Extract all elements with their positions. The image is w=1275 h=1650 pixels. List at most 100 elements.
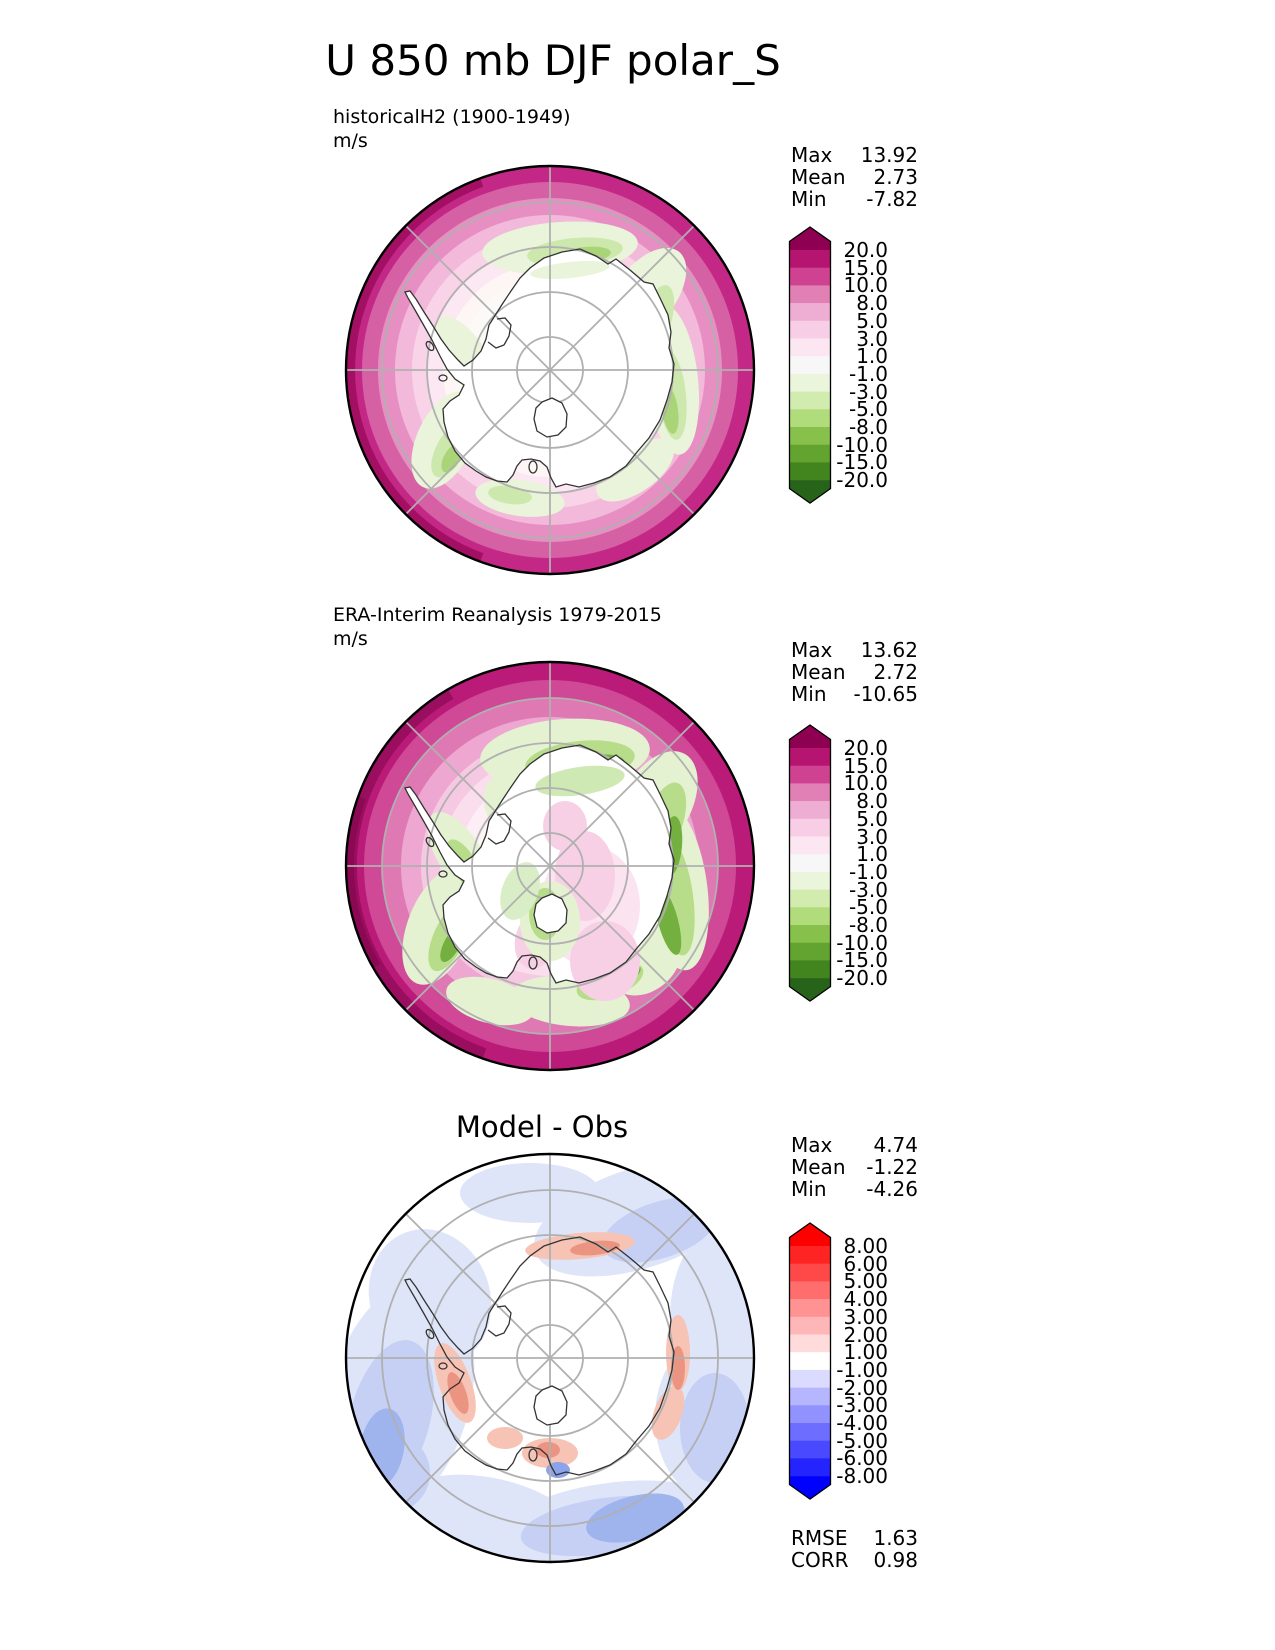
stat-row: Mean 2.72 [791,661,918,683]
panel3-colorbar-ticks: 8.00 6.00 5.00 4.00 3.00 2.00 1.00 -1.00 -2.00 -3… [830,1235,888,1499]
stat-value: 4.74 [873,1133,918,1157]
stat-row: Min -10.65 [791,683,918,705]
stat-value: -1.22 [866,1155,918,1179]
metric-label: CORR [791,1548,849,1572]
colorbar-tick: 5.00 [843,1269,888,1294]
colorbar-tick: 3.0 [856,824,888,849]
stat-value: -7.82 [866,187,918,211]
panel2-map-outline [344,660,756,1072]
colorbar-tick: -1.00 [836,1357,888,1382]
stat-label: Mean [791,660,846,684]
panel2-graticule [346,662,754,1070]
stat-row: Max 13.92 [791,144,918,166]
panel2-units: m/s [333,628,368,650]
colorbar-tick: -1.0 [848,361,888,386]
panel2-stats: Max 13.62 Mean 2.72 Min -10.65 [791,639,918,705]
stat-value: -10.65 [853,682,918,706]
colorbar-tick: 20.0 [843,238,888,262]
stat-value: 2.73 [873,165,918,189]
stat-row: Mean -1.22 [791,1156,918,1178]
panel1-stats: Max 13.92 Mean 2.73 Min -7.82 [791,144,918,210]
stat-value: -4.26 [866,1177,918,1201]
colorbar-tick: -8.0 [848,415,888,439]
colorbar-tick: -10.0 [836,432,888,457]
panel2-caption: ERA-Interim Reanalysis 1979-2015 [333,604,662,626]
panel2-map [344,660,756,1072]
colorbar-tick: 8.00 [843,1234,888,1258]
panel3-graticule [346,1154,754,1562]
colorbar-tick: -3.00 [836,1393,888,1418]
colorbar-tick: 8.0 [856,291,888,316]
stat-label: Max [791,143,833,167]
colorbar-svg [788,1222,832,1500]
colorbar-tick: 10.0 [843,273,888,298]
stat-label: Max [791,1133,833,1157]
metric-value: 1.63 [873,1526,918,1550]
stat-label: Max [791,638,833,662]
colorbar-svg [788,724,832,1002]
panel3-metrics: RMSE 1.63 CORR 0.98 [791,1527,918,1571]
panel1-map [344,164,756,576]
metric-row: RMSE 1.63 [791,1527,918,1549]
stat-row: Max 4.74 [791,1134,918,1156]
panel3-map-outline [344,1152,756,1564]
colorbar-tick: 2.00 [843,1322,888,1347]
colorbar-tick: 4.00 [843,1287,888,1312]
colorbar-tick: 3.00 [843,1304,888,1329]
colorbar-svg [788,226,832,504]
stat-value: 13.92 [860,143,918,167]
colorbar-tick: -5.00 [836,1428,888,1453]
colorbar-tick: -5.0 [848,397,888,422]
panel1-units: m/s [333,130,368,152]
panel1-coastline [404,248,675,488]
colorbar-tick: -6.00 [836,1446,888,1471]
panel1-colorbar [788,226,832,505]
panel3-title: Model - Obs [455,1110,629,1144]
colorbar-tick: 1.0 [856,344,888,369]
colorbar-tick: 10.0 [843,771,888,796]
colorbar-tick: -2.00 [836,1375,888,1400]
stat-row: Min -4.26 [791,1178,918,1200]
stat-row: Mean 2.73 [791,166,918,188]
colorbar-tick: 15.0 [843,255,888,280]
colorbar-tick: 1.00 [843,1340,888,1365]
colorbar-tick: 8.0 [856,789,888,814]
stat-label: Min [791,187,827,211]
colorbar-tick: -15.0 [836,450,888,475]
figure-title: U 850 mb DJF polar_S [325,36,781,85]
colorbar-tick: -3.0 [848,379,888,404]
panel3-coastline [404,1236,675,1476]
colorbar-tick: -8.00 [836,1464,888,1489]
colorbar-tick: 6.00 [843,1251,888,1276]
colorbar-tick: -3.0 [848,877,888,902]
panel3-colorbar [788,1222,832,1501]
stat-label: Min [791,1177,827,1201]
colorbar-tick: -4.00 [836,1411,888,1435]
panel1-map-outline [344,164,756,576]
colorbar-tick: -20.0 [836,468,888,493]
panel1-caption: historicalH2 (1900-1949) [333,106,571,128]
stat-label: Min [791,682,827,706]
stat-row: Max 13.62 [791,639,918,661]
stat-label: Mean [791,165,846,189]
stat-label: Mean [791,1155,846,1179]
stat-value: 13.62 [860,638,918,662]
stat-value: 2.72 [873,660,918,684]
panel2-colorbar-ticks: 20.0 15.0 10.0 8.0 5.0 3.0 1.0 -1.0 -3.0 -5.0 -8.0… [830,737,888,1001]
colorbar-tick: 3.0 [856,326,888,351]
colorbar-tick: -1.0 [848,859,888,884]
colorbar-tick: -8.0 [848,913,888,937]
colorbar-tick: 15.0 [843,753,888,778]
panel1-graticule [346,166,754,574]
colorbar-tick: -20.0 [836,966,888,991]
metric-row: CORR 0.98 [791,1549,918,1571]
panel2-coastline [404,744,675,984]
stat-row: Min -7.82 [791,188,918,210]
colorbar-tick: 1.0 [856,842,888,867]
metric-label: RMSE [791,1526,848,1550]
colorbar-tick: 5.0 [856,308,888,333]
colorbar-tick: -15.0 [836,948,888,973]
colorbar-tick: -5.0 [848,895,888,920]
colorbar-tick: 20.0 [843,736,888,760]
